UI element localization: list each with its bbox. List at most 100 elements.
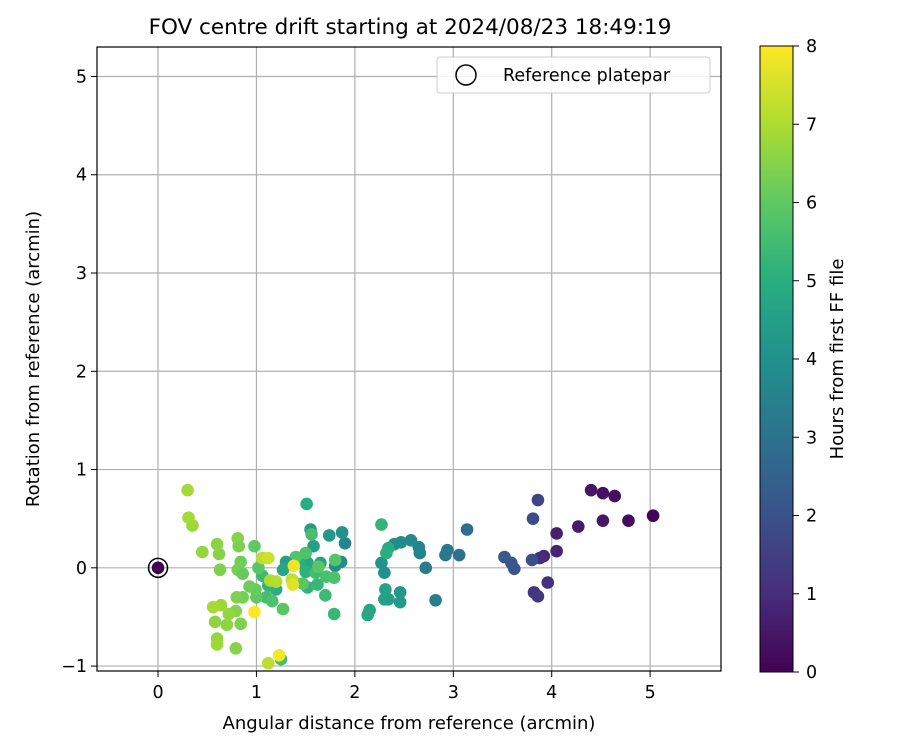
data-point (327, 607, 341, 621)
data-point (210, 537, 224, 551)
data-point (380, 546, 393, 560)
legend-label: Reference platepar (503, 66, 671, 86)
chart-title: FOV centre drift starting at 2024/08/23 … (149, 15, 672, 40)
data-point (311, 578, 324, 591)
data-point (286, 578, 300, 591)
data-point (299, 565, 312, 579)
y-axis-ticks: −1 0 1 2 3 4 5 (61, 67, 97, 677)
legend: Reference platepar (436, 56, 711, 94)
data-point (230, 590, 244, 604)
data-point (236, 567, 249, 581)
colorbar (759, 45, 794, 673)
data-point (338, 536, 352, 550)
data-point (261, 551, 275, 565)
data-point (206, 600, 220, 614)
data-point (541, 576, 555, 589)
y-tick-label: 1 (76, 461, 87, 481)
x-axis-ticks: 0 1 2 3 4 5 (152, 671, 656, 703)
x-tick-label: 1 (251, 683, 262, 703)
data-point (151, 561, 165, 575)
data-point (232, 539, 246, 553)
data-point (212, 547, 226, 561)
y-tick-label: −1 (61, 657, 87, 677)
plot-area-frame (96, 46, 722, 672)
data-point (378, 566, 391, 580)
data-point (276, 563, 290, 577)
colorbar-tick-label: 0 (806, 663, 817, 683)
data-point (361, 608, 374, 622)
data-point (305, 528, 318, 541)
colorbar-label: Hours from first FF file (827, 259, 848, 460)
data-point (272, 648, 286, 662)
data-point (269, 575, 283, 588)
data-point (596, 514, 610, 527)
legend-reference-marker (455, 64, 477, 86)
data-point (208, 615, 222, 629)
data-point (393, 586, 407, 599)
data-point (261, 656, 275, 670)
data-point (393, 595, 407, 609)
data-point (419, 561, 433, 575)
y-axis-label: Rotation from reference (arcmin) (23, 211, 44, 507)
colorbar-tick-label: 8 (806, 37, 817, 57)
data-point (327, 571, 341, 584)
data-point (571, 520, 585, 533)
y-tick-label: 4 (76, 166, 87, 186)
y-tick-label: 2 (76, 362, 87, 382)
data-point (229, 642, 243, 655)
x-axis-label: Angular distance from reference (arcmin) (223, 713, 596, 734)
data-point (210, 638, 224, 651)
colorbar-tick-label: 2 (806, 507, 817, 527)
data-point (312, 560, 325, 574)
data-point (319, 589, 332, 602)
data-point (498, 550, 511, 564)
data-point (182, 511, 195, 525)
data-point (252, 561, 265, 575)
data-point (375, 518, 388, 531)
data-point (328, 553, 342, 567)
x-tick-label: 5 (645, 683, 656, 703)
data-point (379, 583, 392, 596)
data-point (296, 577, 310, 590)
x-tick-label: 0 (152, 683, 163, 703)
data-point (608, 489, 622, 503)
data-point (429, 593, 442, 607)
data-point (596, 486, 610, 500)
y-tick-label: 0 (76, 559, 87, 579)
data-point (531, 493, 545, 507)
data-point (213, 563, 227, 577)
data-point (299, 546, 312, 560)
data-point (248, 539, 261, 553)
data-point (220, 618, 234, 632)
data-point (526, 512, 540, 525)
x-tick-label: 2 (349, 683, 360, 703)
reference-platepar-marker (147, 557, 169, 579)
data-point (525, 553, 539, 567)
data-point (248, 605, 261, 619)
data-point (335, 526, 349, 539)
data-point (584, 483, 598, 497)
x-tick-label: 3 (448, 683, 459, 703)
data-point (196, 545, 209, 559)
data-point (550, 544, 563, 558)
colorbar-ticks: 0 1 2 3 4 5 6 7 8 (793, 37, 817, 683)
legend-box (436, 56, 711, 94)
y-tick-label: 5 (76, 67, 87, 87)
colorbar-tick-label: 7 (806, 115, 817, 135)
reference-marker (147, 557, 169, 579)
grid-lines (97, 47, 721, 671)
data-point (265, 594, 279, 608)
data-point (452, 548, 466, 562)
colorbar-tick-label: 4 (806, 350, 817, 370)
data-point (646, 509, 660, 523)
data-point (531, 590, 545, 603)
data-point (287, 559, 301, 573)
colorbar-tick-label: 3 (806, 428, 817, 448)
data-point (439, 548, 452, 562)
data-point (300, 497, 313, 511)
colorbar-tick-label: 6 (806, 194, 817, 214)
colorbar-tick-label: 5 (806, 272, 817, 292)
data-point (378, 592, 391, 606)
data-point (404, 534, 418, 547)
